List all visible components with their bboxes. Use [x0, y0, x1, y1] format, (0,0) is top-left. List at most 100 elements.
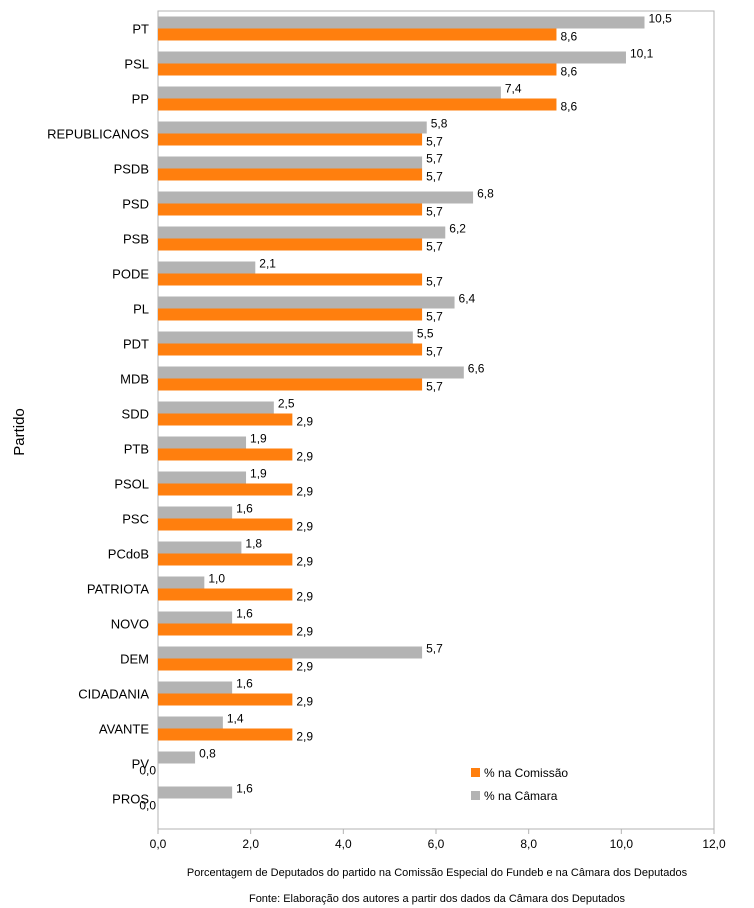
category-label-pros: PROS [112, 792, 149, 807]
bar-camara-avante [158, 716, 223, 729]
category-label-ptb: PTB [124, 442, 149, 457]
value-label-camara-patriota: 1,0 [208, 572, 225, 586]
value-label-camara-republicanos: 5,8 [431, 117, 448, 131]
category-label-pcdob: PCdoB [108, 547, 149, 562]
value-label-comissao-psc: 2,9 [296, 520, 313, 534]
value-label-camara-mdb: 6,6 [468, 362, 485, 376]
value-label-comissao-psl: 8,6 [560, 65, 577, 79]
bar-camara-dem [158, 646, 423, 659]
category-label-pv: PV [132, 757, 150, 772]
bar-comissao-mdb [158, 378, 423, 391]
bar-camara-psol [158, 471, 247, 484]
bar-camara-pp [158, 86, 501, 99]
bar-camara-psdb [158, 156, 423, 169]
bar-comissao-pl [158, 308, 423, 321]
bar-camara-pros [158, 786, 233, 799]
value-label-comissao-pros: 0,0 [139, 799, 156, 813]
x-tick-label: 8,0 [520, 837, 537, 851]
bar-comissao-pp [158, 98, 557, 111]
bar-comissao-psb [158, 238, 423, 251]
value-label-camara-pl: 6,4 [459, 292, 476, 306]
value-label-camara-psb: 6,2 [449, 222, 466, 236]
bar-camara-republicanos [158, 121, 427, 134]
x-tick-label: 10,0 [610, 837, 634, 851]
value-label-comissao-pt: 8,6 [560, 30, 577, 44]
bar-camara-psd [158, 191, 474, 204]
value-label-camara-cidadania: 1,6 [236, 677, 253, 691]
category-label-psl: PSL [124, 57, 149, 72]
value-label-camara-psc: 1,6 [236, 502, 253, 516]
category-label-pt: PT [132, 22, 149, 37]
bar-camara-psb [158, 226, 446, 239]
value-label-camara-pdt: 5,5 [417, 327, 434, 341]
value-label-comissao-pode: 5,7 [426, 275, 443, 289]
value-label-comissao-pp: 8,6 [560, 100, 577, 114]
value-label-comissao-pv: 0,0 [139, 764, 156, 778]
value-label-comissao-pcdob: 2,9 [296, 555, 313, 569]
bar-camara-pt [158, 16, 645, 29]
value-label-camara-pv: 0,8 [199, 747, 216, 761]
bar-camara-novo [158, 611, 233, 624]
category-label-patriota: PATRIOTA [87, 582, 149, 597]
value-label-camara-pp: 7,4 [505, 82, 522, 96]
bar-comissao-novo [158, 623, 293, 636]
bar-camara-ptb [158, 436, 247, 449]
bar-comissao-ptb [158, 448, 293, 461]
legend-swatch-comissao [471, 768, 480, 777]
bars-group [158, 16, 645, 799]
bar-comissao-patriota [158, 588, 293, 601]
value-label-comissao-novo: 2,9 [296, 625, 313, 639]
value-label-camara-psol: 1,9 [250, 467, 267, 481]
value-label-camara-pt: 10,5 [649, 12, 673, 26]
bar-camara-mdb [158, 366, 464, 379]
value-labels: 10,5 8,6 10,1 8,6 7,4 8,6 5,8 5,7 5,7 5,7 6,8 5,7 6,… [139, 12, 672, 813]
legend-swatch-camara [471, 791, 480, 800]
value-label-camara-novo: 1,6 [236, 607, 253, 621]
legend-label-comissao: % na Comissão [484, 766, 568, 780]
category-label-psc: PSC [122, 512, 149, 527]
bar-camara-patriota [158, 576, 205, 589]
value-label-camara-sdd: 2,5 [278, 397, 295, 411]
value-label-comissao-psd: 5,7 [426, 205, 443, 219]
value-label-camara-pode: 2,1 [259, 257, 276, 271]
value-label-comissao-patriota: 2,9 [296, 590, 313, 604]
value-label-comissao-ptb: 2,9 [296, 450, 313, 464]
bar-comissao-cidadania [158, 693, 293, 706]
bar-camara-pcdob [158, 541, 242, 554]
category-label-psdb: PSDB [114, 162, 149, 177]
value-label-camara-psd: 6,8 [477, 187, 494, 201]
x-axis-title: Porcentagem de Deputados do partido na C… [187, 867, 688, 879]
value-label-comissao-republicanos: 5,7 [426, 135, 443, 149]
value-label-comissao-psdb: 5,7 [426, 170, 443, 184]
category-label-sdd: SDD [122, 407, 149, 422]
bar-camara-pl [158, 296, 455, 309]
value-label-camara-psl: 10,1 [630, 47, 654, 61]
y-axis-title: Partido [11, 408, 28, 456]
bar-comissao-avante [158, 728, 293, 741]
value-label-comissao-sdd: 2,9 [296, 415, 313, 429]
value-label-camara-psdb: 5,7 [426, 152, 443, 166]
value-label-camara-pcdob: 1,8 [245, 537, 262, 551]
bar-comissao-pdt [158, 343, 423, 356]
category-label-dem: DEM [120, 652, 149, 667]
bar-comissao-pt [158, 28, 557, 41]
bar-comissao-psdb [158, 168, 423, 181]
legend: % na Comissão % na Câmara [471, 766, 568, 803]
value-label-comissao-avante: 2,9 [296, 730, 313, 744]
x-tick-label: 6,0 [428, 837, 445, 851]
category-label-mdb: MDB [120, 372, 149, 387]
value-label-comissao-mdb: 5,7 [426, 380, 443, 394]
value-label-comissao-dem: 2,9 [296, 660, 313, 674]
source-note: Fonte: Elaboração dos autores a partir d… [249, 893, 626, 905]
bar-camara-pode [158, 261, 256, 274]
bar-camara-cidadania [158, 681, 233, 694]
value-label-comissao-psb: 5,7 [426, 240, 443, 254]
bar-comissao-pcdob [158, 553, 293, 566]
value-label-comissao-pdt: 5,7 [426, 345, 443, 359]
value-label-camara-ptb: 1,9 [250, 432, 267, 446]
value-label-camara-dem: 5,7 [426, 642, 443, 656]
category-label-psb: PSB [123, 232, 149, 247]
bar-camara-pv [158, 751, 196, 764]
category-label-pl: PL [133, 302, 149, 317]
